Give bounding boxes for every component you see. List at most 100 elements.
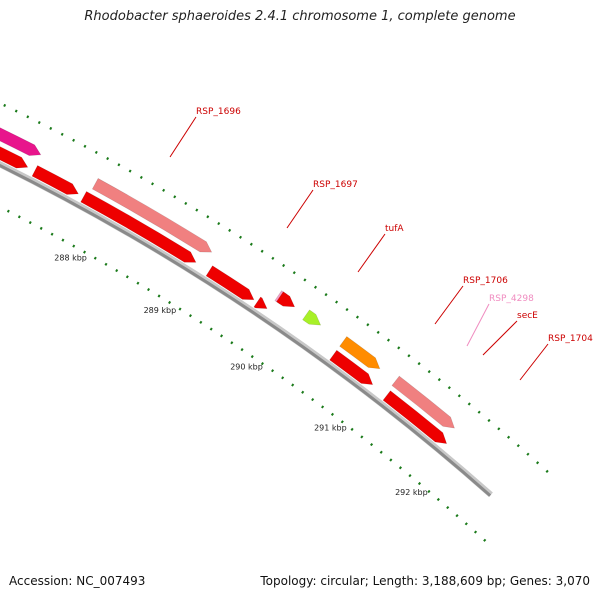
gene-leader-line (466, 303, 490, 347)
scale-tick-outer (60, 132, 64, 136)
scale-tick-inner (455, 514, 459, 518)
scale-tick-outer (94, 150, 98, 154)
scale-tick-inner (147, 287, 151, 292)
gene-label: tufA (385, 224, 404, 234)
gene-leader-line (357, 233, 386, 273)
scale-tick-outer (535, 461, 540, 465)
scale-tick-inner (61, 238, 65, 242)
scale-tick-inner (168, 300, 172, 305)
scale-tick-outer (282, 263, 286, 268)
scale-tick-inner (72, 244, 76, 248)
scale-tick-inner (28, 221, 32, 225)
scale-tick-outer (49, 126, 53, 130)
scale-tick-inner (83, 250, 87, 254)
gene-rsp-1704 (339, 336, 381, 370)
scale-label: 291 kbp (314, 423, 347, 432)
scale-tick-inner (230, 341, 234, 345)
scale-tick-inner (39, 226, 43, 230)
map-title: Rhodobacter sphaeroides 2.4.1 chromosome… (84, 9, 516, 24)
topology-summary: Topology: circular; Length: 3,188,609 bp… (260, 574, 590, 588)
gene-rsp-1706 (253, 296, 268, 309)
scale-tick-outer (397, 346, 401, 350)
scale-tick-inner (281, 376, 285, 380)
scale-tick-inner (311, 397, 315, 402)
scale-tick-inner (157, 294, 161, 298)
scale-tick-outer (184, 201, 188, 205)
scale-tick-outer (516, 444, 520, 448)
scale-tick-outer (26, 115, 30, 119)
scale-tick-outer (467, 402, 471, 406)
scale-tick-inner (50, 232, 54, 236)
scale-tick-inner (408, 474, 412, 478)
scale-tick-outer (238, 235, 243, 239)
backbone (0, 163, 492, 497)
scale-tick-outer (14, 109, 18, 113)
scale-tick-inner (209, 327, 213, 331)
scale-tick-outer (437, 377, 441, 382)
scale-tick-inner (260, 362, 264, 366)
scale-tick-outer (173, 195, 177, 199)
scale-tick-inner (330, 412, 334, 416)
scale-tick-outer (355, 315, 359, 319)
scale-tick-outer (206, 215, 210, 219)
scale-tick-inner (115, 268, 119, 273)
scale-tick-outer (427, 369, 431, 374)
scale-tick-outer (447, 386, 451, 390)
scale-tick-inner (250, 354, 254, 359)
scale-tick-outer (72, 138, 76, 142)
scale-tick-inner (483, 538, 487, 542)
scale-tick-inner (93, 256, 97, 260)
scale-tick-inner (199, 320, 203, 324)
scale-tick-outer (506, 435, 511, 439)
gene-label: RSP_1697 (313, 180, 358, 190)
gene-feature-14 (391, 375, 455, 429)
scale-tick-outer (162, 188, 166, 192)
gene-leader-line (169, 116, 197, 158)
scale-tick-outer (407, 354, 411, 358)
scale-tick-outer (292, 271, 296, 275)
scale-tick-outer (271, 256, 275, 260)
scale-tick-outer (324, 293, 328, 297)
scale-tick-outer (217, 221, 221, 226)
gene-label: RSP_4298 (489, 294, 534, 304)
scale-tick-outer (3, 103, 7, 108)
gene-label: RSP_1696 (196, 107, 241, 117)
scale-tick-inner (178, 307, 182, 311)
scale-tick-outer (106, 156, 110, 161)
scale-tick-inner (417, 481, 422, 486)
scale-tick-inner (464, 522, 468, 526)
scale-tick-inner (220, 334, 224, 338)
gene-feature-4 (31, 165, 79, 195)
scale-tick-outer (386, 338, 391, 342)
scale-tick-inner (379, 450, 383, 454)
scale-tick-inner (6, 209, 10, 213)
scale-tick-inner (104, 262, 108, 266)
scale-tick-inner (240, 348, 244, 352)
scale-tick-inner (136, 281, 140, 285)
scale-tick-inner (446, 505, 450, 510)
scale-tick-inner (389, 458, 393, 462)
gene-rsp-1697 (80, 191, 197, 263)
scale-tick-inner (291, 383, 295, 387)
scale-label: 292 kbp (395, 488, 428, 497)
gene-label: RSP_1704 (548, 334, 593, 344)
gene-leader-line (434, 285, 464, 325)
scale-tick-outer (313, 285, 318, 289)
scale-tick-inner (427, 489, 431, 494)
gene-label: RSP_1706 (463, 276, 508, 286)
scale-label: 290 kbp (230, 363, 263, 372)
gene-leader-line (286, 189, 314, 229)
scale-tick-outer (37, 121, 41, 125)
gene-leader-line (519, 343, 549, 381)
scale-tick-outer (366, 323, 370, 327)
scale-tick-inner (398, 466, 403, 470)
scale-tick-outer (260, 249, 264, 253)
scale-tick-inner (125, 275, 129, 279)
scale-tick-outer (151, 182, 154, 186)
scale-tick-outer (417, 362, 421, 366)
scale-tick-outer (139, 175, 143, 179)
scale-tick-outer (195, 208, 199, 212)
scale-tick-outer (497, 427, 501, 431)
scale-tick-inner (340, 420, 344, 424)
